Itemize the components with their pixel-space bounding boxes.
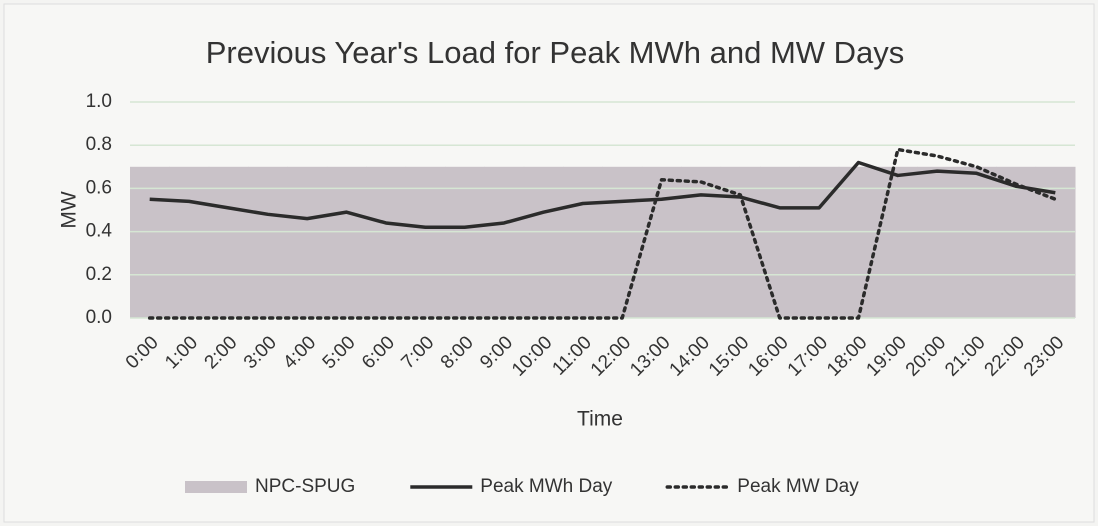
legend-swatch xyxy=(185,481,247,493)
area-segment xyxy=(208,166,249,318)
area-segment xyxy=(169,166,210,318)
y-tick-label: 0.2 xyxy=(86,264,112,285)
legend-label: NPC-SPUG xyxy=(255,476,355,497)
area-segment xyxy=(563,166,603,318)
area-segment xyxy=(366,166,407,318)
area-segment xyxy=(602,166,643,318)
area-segment xyxy=(287,166,328,318)
y-axis-label: MW xyxy=(58,191,81,228)
area-segment xyxy=(405,166,446,318)
legend: NPC-SPUG Peak MWh Day Peak MW Day xyxy=(185,476,859,497)
area-segment xyxy=(248,166,288,318)
y-tick-label: 0.6 xyxy=(86,177,112,198)
y-tick-label: 0.8 xyxy=(86,134,112,155)
area-segment xyxy=(996,166,1037,318)
y-tick-label: 1.0 xyxy=(86,91,112,112)
x-axis-label: Time xyxy=(577,408,623,431)
area-segment xyxy=(760,166,800,318)
y-tick-label: 0.4 xyxy=(86,221,113,242)
line-series xyxy=(147,147,1058,320)
area-segment xyxy=(523,166,564,318)
area-segment xyxy=(838,166,879,318)
area-segment xyxy=(641,166,682,318)
chart-title: Previous Year's Load for Peak MWh and MW… xyxy=(206,35,905,70)
legend-label: Peak MW Day xyxy=(737,476,859,497)
area-segment xyxy=(878,166,918,318)
y-tick-label: 0.0 xyxy=(86,307,112,328)
area-segment xyxy=(917,166,958,318)
area-segment xyxy=(445,166,485,318)
line-series xyxy=(149,160,1056,230)
area-segment xyxy=(130,166,170,318)
area-segment xyxy=(956,166,997,318)
area-segment xyxy=(326,166,367,318)
area-segment xyxy=(484,166,525,318)
area-segment xyxy=(681,166,722,318)
legend-label: Peak MWh Day xyxy=(480,476,612,497)
